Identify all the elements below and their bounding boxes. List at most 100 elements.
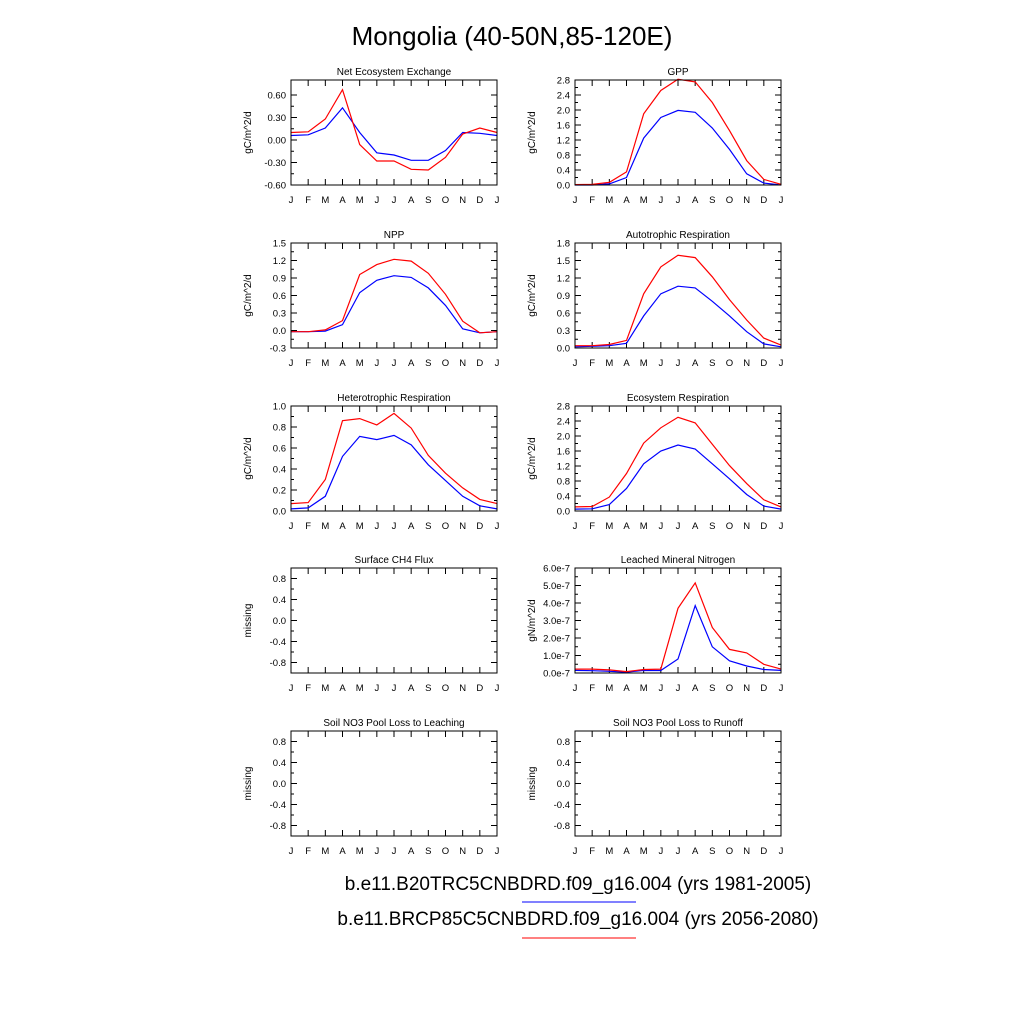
x-tick-label: N bbox=[743, 846, 750, 857]
x-tick-label: O bbox=[442, 358, 449, 369]
x-tick-label: J bbox=[289, 846, 294, 857]
x-tick-label: J bbox=[374, 683, 379, 694]
y-tick-label: 0.8 bbox=[273, 423, 286, 434]
x-tick-label: O bbox=[442, 521, 449, 532]
x-tick-label: A bbox=[339, 358, 346, 369]
x-tick-label: O bbox=[442, 846, 449, 857]
x-tick-label: N bbox=[743, 521, 750, 532]
y-axis-label: gC/m^2/d bbox=[243, 437, 254, 480]
plot-frame bbox=[574, 79, 782, 186]
x-tick-label: F bbox=[589, 195, 595, 206]
x-tick-label: A bbox=[339, 195, 346, 206]
x-tick-label: J bbox=[392, 358, 397, 369]
x-tick-label: N bbox=[459, 846, 466, 857]
y-tick-label: 1.0 bbox=[273, 402, 286, 413]
y-axis-label: gC/m^2/d bbox=[527, 111, 538, 154]
y-tick-label: 3.0e-7 bbox=[543, 616, 570, 627]
x-tick-label: M bbox=[321, 846, 329, 857]
x-tick-label: J bbox=[676, 846, 681, 857]
x-tick-label: M bbox=[640, 846, 648, 857]
panel-grid: Net Ecosystem Exchange-0.60-0.300.000.30… bbox=[243, 67, 784, 857]
x-tick-label: M bbox=[605, 358, 613, 369]
y-tick-label: 1.8 bbox=[557, 239, 570, 250]
x-tick-label: A bbox=[408, 521, 415, 532]
series-line-historical bbox=[291, 275, 498, 334]
x-tick-label: M bbox=[640, 195, 648, 206]
x-tick-label: O bbox=[726, 846, 733, 857]
x-tick-label: J bbox=[573, 683, 578, 694]
y-tick-label: -0.8 bbox=[554, 821, 570, 832]
x-tick-label: J bbox=[392, 846, 397, 857]
x-tick-label: A bbox=[692, 683, 699, 694]
x-tick-label: S bbox=[425, 195, 431, 206]
y-tick-label: 1.0e-7 bbox=[543, 651, 570, 662]
x-tick-label: N bbox=[459, 683, 466, 694]
x-tick-label: M bbox=[640, 358, 648, 369]
y-tick-label: -0.60 bbox=[264, 181, 286, 192]
x-tick-label: M bbox=[640, 521, 648, 532]
x-tick-label: D bbox=[760, 358, 767, 369]
y-tick-label: 0.8 bbox=[273, 574, 286, 585]
x-tick-label: J bbox=[676, 683, 681, 694]
plot-frame bbox=[290, 730, 498, 837]
y-tick-label: 2.0e-7 bbox=[543, 634, 570, 645]
y-tick-label: 0.0 bbox=[557, 507, 570, 518]
y-tick-label: 0.0 bbox=[557, 779, 570, 790]
y-tick-label: -0.8 bbox=[270, 821, 286, 832]
x-tick-label: S bbox=[709, 358, 715, 369]
y-axis-label: gC/m^2/d bbox=[527, 274, 538, 317]
legend: b.e11.B20TRC5CNBDRD.f09_g16.004 (yrs 198… bbox=[337, 874, 819, 939]
x-tick-label: S bbox=[709, 521, 715, 532]
x-tick-label: J bbox=[573, 521, 578, 532]
x-tick-label: J bbox=[495, 195, 500, 206]
series-line-historical bbox=[290, 106, 498, 161]
x-tick-label: J bbox=[374, 846, 379, 857]
x-tick-label: D bbox=[760, 846, 767, 857]
x-tick-label: N bbox=[743, 683, 750, 694]
y-tick-label: 0.0 bbox=[557, 181, 570, 192]
x-tick-label: S bbox=[425, 846, 431, 857]
panel-title: Heterotrophic Respiration bbox=[337, 393, 450, 404]
x-tick-label: M bbox=[356, 521, 364, 532]
panel-title: GPP bbox=[667, 67, 688, 78]
x-tick-label: J bbox=[495, 846, 500, 857]
y-tick-label: 0.2 bbox=[273, 486, 286, 497]
x-tick-label: A bbox=[339, 846, 346, 857]
series-line-future bbox=[575, 581, 782, 673]
x-tick-label: S bbox=[709, 195, 715, 206]
y-axis-label: missing bbox=[243, 767, 254, 801]
panel-title: Autotrophic Respiration bbox=[626, 230, 730, 241]
x-tick-label: F bbox=[305, 521, 311, 532]
x-tick-label: J bbox=[658, 358, 663, 369]
y-tick-label: 2.4 bbox=[557, 417, 570, 428]
x-tick-label: F bbox=[589, 358, 595, 369]
y-tick-label: -0.30 bbox=[264, 158, 286, 169]
y-tick-label: 0.8 bbox=[557, 151, 570, 162]
x-tick-label: A bbox=[339, 521, 346, 532]
y-tick-label: 1.6 bbox=[557, 447, 570, 458]
y-tick-label: 2.4 bbox=[557, 91, 570, 102]
x-tick-label: J bbox=[658, 683, 663, 694]
plot-frame bbox=[574, 242, 782, 349]
x-tick-label: J bbox=[676, 521, 681, 532]
x-tick-label: J bbox=[374, 358, 379, 369]
legend-label-historical: b.e11.B20TRC5CNBDRD.f09_g16.004 (yrs 198… bbox=[345, 874, 811, 895]
y-tick-label: 0.0 bbox=[273, 507, 286, 518]
y-tick-label: 0.6 bbox=[273, 444, 286, 455]
x-tick-label: N bbox=[459, 195, 466, 206]
y-tick-label: 0.30 bbox=[268, 113, 287, 124]
y-tick-label: -0.8 bbox=[270, 658, 286, 669]
x-tick-label: J bbox=[289, 683, 294, 694]
y-tick-label: 0.3 bbox=[273, 309, 286, 320]
plot-frame bbox=[574, 567, 782, 674]
x-tick-label: A bbox=[623, 846, 630, 857]
y-tick-label: 1.2 bbox=[273, 256, 286, 267]
series-line-historical bbox=[575, 109, 782, 186]
y-tick-label: 1.5 bbox=[273, 239, 286, 250]
panel-npp: NPP-0.30.00.30.60.91.21.5J F M A M J J A S O N D JgC… bbox=[243, 230, 500, 369]
x-tick-label: F bbox=[305, 683, 311, 694]
x-tick-label: J bbox=[392, 683, 397, 694]
series-line-historical bbox=[574, 444, 782, 510]
y-tick-label: 0.0 bbox=[557, 344, 570, 355]
